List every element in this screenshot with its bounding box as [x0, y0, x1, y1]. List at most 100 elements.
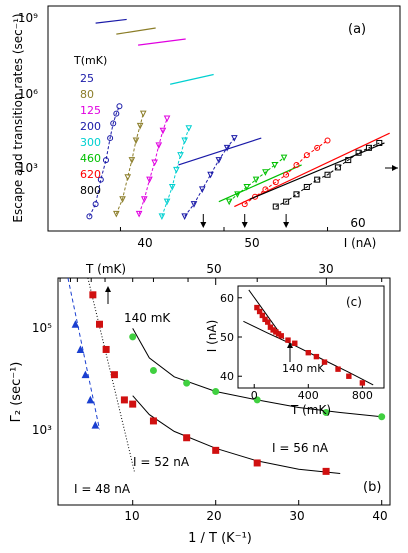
point-200-2 — [198, 186, 206, 194]
point-25-7 — [116, 103, 123, 110]
point-I52nA-4 — [120, 396, 128, 404]
point-25-4 — [107, 135, 114, 142]
panel-a-marks — [86, 18, 390, 231]
panel-c-xtick-1: 400 — [298, 389, 319, 402]
inset-point-12 — [305, 349, 311, 356]
label-56nA: I = 56 nA — [272, 441, 329, 455]
series-200-fit — [178, 137, 262, 166]
panel-c-xtick-0: 0 — [251, 389, 258, 402]
point-125-6 — [163, 115, 171, 123]
panel-c-tag: (c) — [346, 295, 362, 309]
point-I48nA-4 — [91, 421, 100, 429]
panel-b-xtick-2: 30 — [289, 509, 304, 523]
panel-c-xtick-2: 800 — [352, 389, 373, 402]
point-300-4 — [177, 152, 184, 159]
panel-c: (c) I (nA) T (mK) 140 mK 0 400 800 40 50 60 — [205, 285, 385, 417]
right-arrow-head — [392, 165, 398, 171]
series-125-fit — [137, 38, 186, 46]
legend-title: T(mK) — [73, 54, 107, 67]
legend-entry-300: 300 — [80, 136, 101, 149]
point-460-3 — [252, 176, 260, 184]
panel-a-xtick-2: 60 — [350, 216, 365, 230]
panel-c-ytick-2: 60 — [220, 292, 234, 305]
label-48nA: I = 48 nA — [74, 482, 131, 496]
point-125-3 — [151, 159, 158, 167]
panel-b-xlabel: 1 / T (K⁻¹) — [188, 531, 252, 546]
panel-c-marks — [243, 289, 374, 386]
panel-a-ytick-1: 10⁶ — [18, 87, 38, 101]
inset-point-13 — [313, 353, 320, 360]
panel-a-ylabel: Escape and transition rates (sec⁻¹) — [11, 13, 25, 222]
point-I48nA-1 — [76, 345, 85, 353]
point-300-1 — [163, 198, 171, 206]
point-125-1 — [140, 196, 148, 203]
panel-b: T (mK) 50 30 (b) Γ₂ (sec⁻¹) 1 / T (K⁻¹) … — [9, 262, 391, 546]
legend-entry-200: 200 — [80, 120, 101, 133]
point-460-4 — [262, 169, 269, 176]
series-460-dashed — [228, 157, 285, 203]
point-25-6 — [113, 110, 120, 117]
inset-point-5 — [267, 324, 274, 330]
point-620-3 — [272, 179, 279, 186]
point-I56nA-6 — [378, 413, 386, 421]
series-460-fit — [218, 164, 302, 203]
legend-entry-25: 25 — [80, 72, 94, 85]
inset-point-9 — [278, 333, 284, 339]
series-125-dashed — [138, 118, 168, 215]
point-I52nA-1 — [96, 320, 103, 328]
point-I48nA-0 — [71, 320, 80, 328]
point-620-7 — [314, 144, 321, 151]
point-125-2 — [146, 176, 153, 184]
point-200-4 — [215, 157, 223, 164]
panel-c-ytick-1: 50 — [220, 331, 234, 344]
point-125-0 — [135, 210, 143, 218]
point-620-6 — [303, 152, 310, 159]
panel-c-ylabel: I (nA) — [205, 320, 219, 353]
panel-b-frame — [57, 277, 391, 506]
fit-56nA-curve — [132, 328, 382, 418]
series-80-fit — [116, 27, 156, 35]
point-I52nA-7 — [183, 434, 191, 442]
panel-b-ytick-1: 10³ — [32, 423, 52, 437]
inset-point-10 — [285, 337, 291, 343]
point-I56nA-5 — [322, 409, 330, 417]
point-I56nA-0 — [129, 333, 137, 341]
legend-entry-620: 620 — [80, 168, 101, 181]
inset-point-17 — [359, 380, 366, 386]
panel-c-annotation: 140 mK — [282, 362, 325, 375]
legend-entry-125: 125 — [80, 104, 101, 117]
inset-point-4 — [265, 319, 271, 325]
point-460-6 — [280, 154, 288, 162]
panel-b-tag: (b) — [363, 480, 381, 495]
legend-entry-80: 80 — [80, 88, 94, 101]
point-620-1 — [252, 193, 259, 200]
point-I48nA-3 — [86, 395, 95, 404]
series-800-dashed — [275, 142, 380, 207]
point-125-4 — [155, 142, 163, 150]
panel-a-frame — [47, 5, 401, 232]
point-I52nA-5 — [129, 400, 137, 408]
point-620-5 — [293, 161, 300, 168]
panel-b-xtick-1: 20 — [206, 509, 221, 523]
point-I52nA-8 — [212, 446, 220, 454]
point-80-4 — [132, 137, 140, 145]
panel-b-top-tick-1: 30 — [318, 262, 333, 276]
series-25-dashed — [88, 106, 120, 217]
point-460-0 — [225, 198, 233, 206]
panel-b-annotation: 140 mK — [124, 311, 171, 325]
point-25-1 — [92, 201, 99, 208]
inset-point-1 — [256, 308, 263, 315]
panel-c-xlabel: T (mK) — [290, 403, 331, 417]
point-I56nA-2 — [183, 379, 191, 387]
panel-a-ytick-2: 10³ — [18, 161, 38, 175]
panel-c-ticks: 0 400 800 40 50 60 — [220, 292, 373, 402]
legend-a: 25 80 125 200 300 460 620 800 — [80, 72, 101, 197]
panel-c-annotation-arrow-head — [287, 342, 293, 348]
point-200-0 — [181, 213, 188, 220]
panel-b-top-axis-label: T (mK) — [85, 262, 126, 276]
point-300-5 — [181, 137, 188, 145]
point-300-0 — [158, 213, 166, 220]
point-80-2 — [124, 174, 132, 181]
point-620-4 — [283, 171, 290, 178]
